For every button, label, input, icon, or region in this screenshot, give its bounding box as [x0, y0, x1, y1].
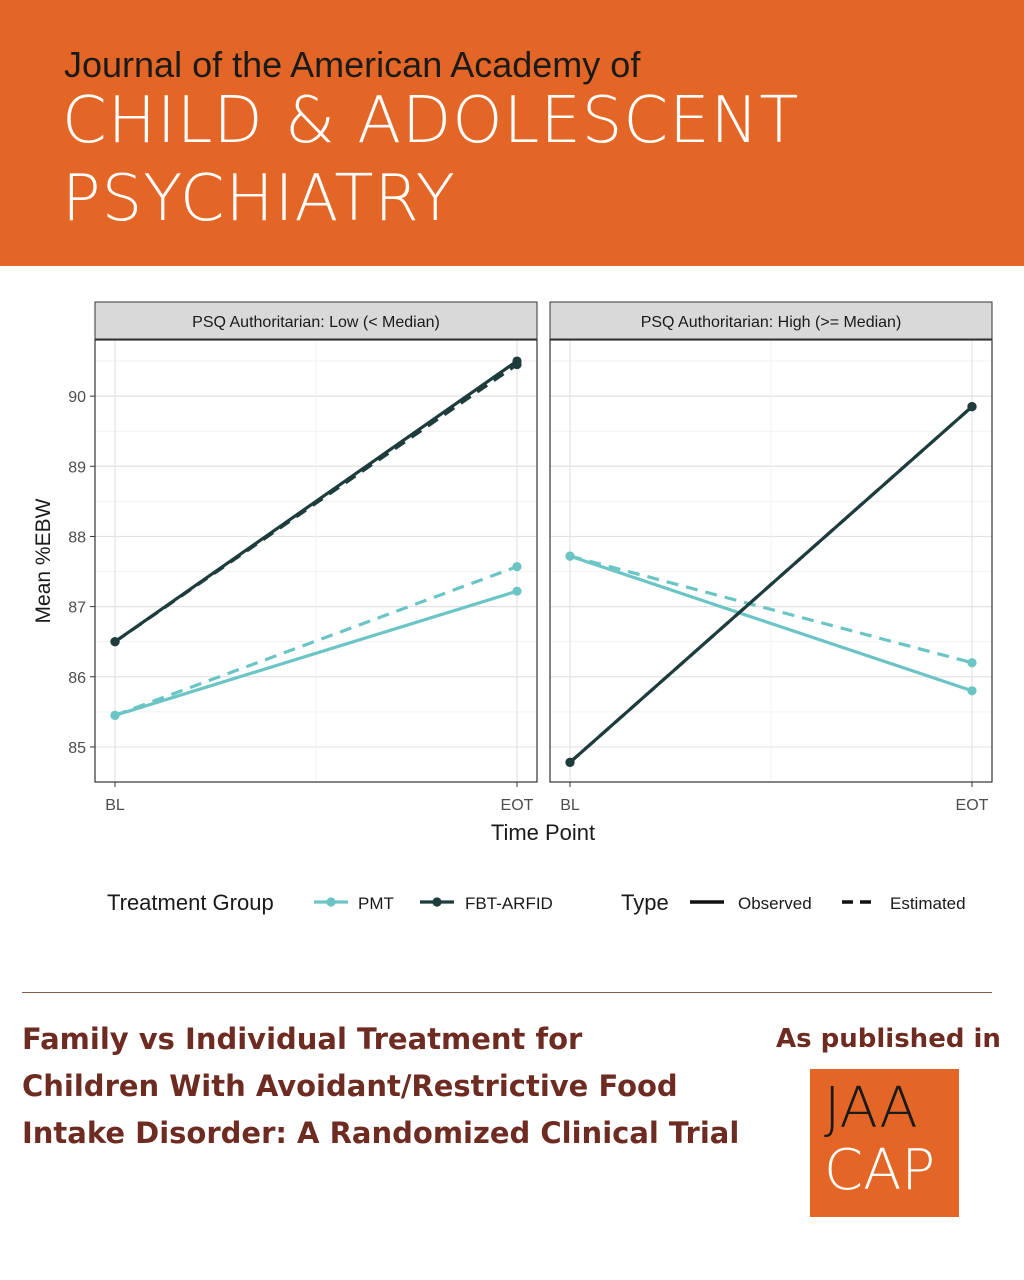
y-tick-label: 90	[68, 389, 86, 406]
article-title-line-2: Children With Avoidant/Restrictive Food	[22, 1069, 678, 1103]
chart-figure: PSQ Authoritarian: Low (< Median) BL EOT PS…	[32, 301, 993, 915]
y-tick-label: 85	[68, 740, 86, 757]
facet-strip	[94, 301, 538, 340]
pmt-observed-line	[114, 589, 518, 717]
fbt-arfid-estimated-point	[565, 757, 575, 767]
fbt-arfid-estimated-point	[967, 402, 977, 412]
article-title-line-1: Family vs Individual Treatment for	[22, 1022, 583, 1056]
logo-text-bottom: CAP	[824, 1138, 936, 1203]
pmt-estimated-point	[565, 551, 575, 561]
pmt-estimated-point	[110, 710, 120, 720]
facet-strip	[549, 301, 993, 340]
facet-title: PSQ Authoritarian: Low (< Median)	[192, 314, 440, 331]
fbt-arfid-estimated-point	[512, 359, 522, 370]
published-in-label: As published in	[776, 1024, 1001, 1054]
legend-label-estimated: Estimated	[890, 894, 966, 913]
y-axis-title: Mean %EBW	[32, 498, 55, 623]
article-title-line-3: Intake Disorder: A Randomized Clinical T…	[22, 1116, 740, 1150]
pmt-estimated-point	[967, 658, 977, 668]
legend-key-fbt-arfid-point	[432, 897, 442, 907]
y-tick-label: 86	[68, 670, 86, 687]
x-tick-label: EOT	[956, 797, 989, 814]
journal-title-line-1: CHILD & ADOLESCENT	[62, 84, 800, 158]
fbt-arfid-estimated-point	[110, 637, 120, 647]
journal-title-line-2: PSYCHIATRY	[62, 162, 456, 236]
journal-banner: Journal of the American Academy of CHILD…	[0, 0, 1024, 266]
x-tick-label: BL	[105, 797, 125, 814]
facet-title: PSQ Authoritarian: High (>= Median)	[641, 314, 902, 331]
fbt-arfid-estimated-line	[568, 405, 974, 764]
legend-key-pmt-point	[326, 897, 336, 907]
x-tick-label: EOT	[501, 797, 534, 814]
pmt-observed-point	[967, 686, 977, 696]
legend-label-pmt: PMT	[358, 894, 394, 913]
logo-text-top: JAA	[824, 1076, 918, 1141]
pmt-estimated-line	[114, 565, 518, 717]
legend-label-fbt-arfid: FBT-ARFID	[465, 894, 553, 913]
y-tick-label: 87	[68, 600, 86, 617]
footer-divider	[22, 992, 992, 993]
x-axis-title: Time Point	[491, 820, 595, 845]
journal-name-line: Journal of the American Academy of	[64, 44, 641, 85]
jaacap-logo: JAA CAP	[810, 1069, 959, 1217]
pmt-observed-point	[512, 586, 522, 596]
pmt-estimated-line	[569, 554, 973, 665]
pmt-estimated-point	[512, 562, 522, 572]
x-tick-label: BL	[560, 797, 580, 814]
legend-title-treatment-group: Treatment Group	[107, 890, 274, 915]
panel-border	[94, 339, 538, 783]
legend-label-observed: Observed	[738, 894, 812, 913]
pmt-observed-line	[569, 554, 973, 693]
legend-title-type: Type	[621, 890, 669, 915]
panel-border	[549, 339, 993, 783]
y-tick-label: 89	[68, 459, 86, 476]
y-tick-label: 88	[68, 529, 86, 546]
fbt-arfid-estimated-line	[114, 363, 518, 643]
